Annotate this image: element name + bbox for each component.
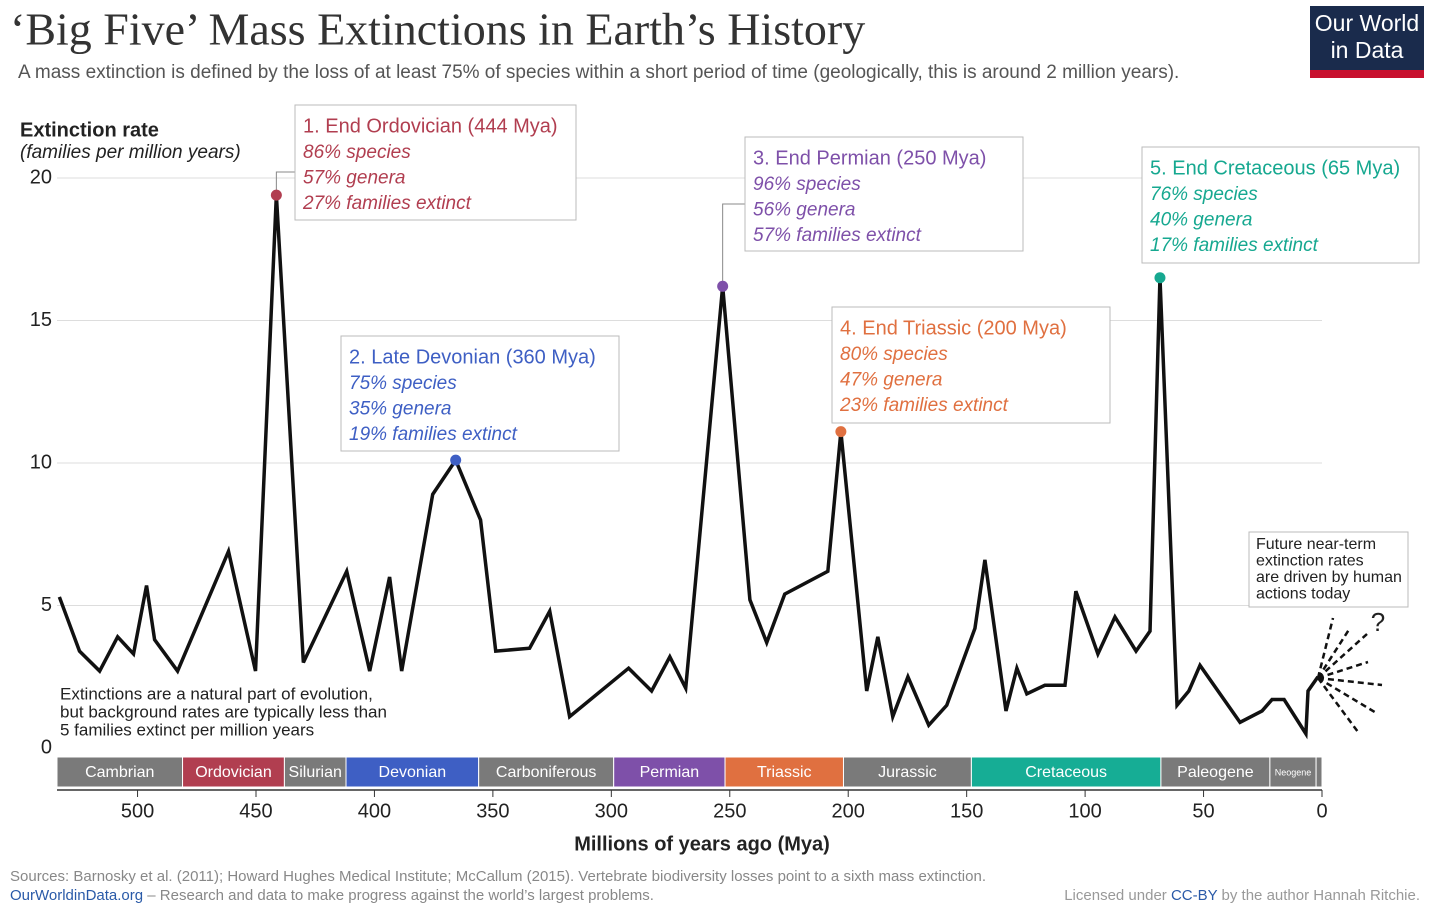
x-tick-label: 100 (1068, 800, 1101, 822)
logo-bar (1310, 70, 1424, 78)
future-note: extinction rates (1256, 553, 1364, 570)
annotation-line: 80% species (840, 344, 948, 365)
annotation-box (1141, 146, 1420, 264)
x-tick-label: 400 (358, 800, 391, 822)
logo-box (1310, 6, 1424, 72)
license: Licensed under CC-BY by the author Hanna… (1064, 887, 1420, 904)
annotation-line: 96% species (753, 174, 861, 195)
y-tick-label: 20 (30, 166, 52, 188)
annotation-line: 86% species (303, 142, 411, 163)
x-tick-label: 500 (121, 800, 154, 822)
x-tick-label: 200 (832, 800, 865, 822)
extinction-line (57, 194, 1320, 740)
tagline: – Research and data to make progress aga… (143, 887, 654, 904)
logo-text: Our World (1315, 10, 1419, 36)
period-band (1269, 756, 1317, 788)
license-text: Licensed under (1064, 887, 1171, 904)
annotation-title: 5. End Cretaceous (65 Mya) (1150, 157, 1400, 179)
peak-dot (1154, 272, 1166, 284)
period-label: Devonian (379, 764, 447, 781)
y-tick-label: 5 (41, 594, 52, 616)
background-note: but background rates are typically less … (60, 702, 387, 721)
x-tick-label: 350 (476, 800, 509, 822)
license-link[interactable]: CC-BY (1171, 887, 1218, 904)
period-band (1160, 756, 1271, 788)
x-tick-label: 250 (713, 800, 746, 822)
annotation-title: 2. Late Devonian (360 Mya) (349, 346, 596, 368)
chart-title: ‘Big Five’ Mass Extinctions in Earth’s H… (10, 4, 865, 55)
x-axis-label: Millions of years ago (Mya) (574, 833, 830, 855)
future-note-box (1248, 531, 1409, 608)
period-label: Triassic (757, 764, 812, 781)
footer-left: OurWorldinData.org – Research and data t… (10, 887, 654, 904)
background-note: 5 families extinct per million years (60, 720, 314, 739)
y-tick-label: 10 (30, 451, 52, 473)
period-label: Silurian (289, 764, 342, 781)
peak-dot (717, 280, 729, 292)
y-tick-label: 0 (41, 736, 52, 758)
period-band (56, 756, 184, 788)
annotation-line: 23% families extinct (839, 395, 1009, 416)
future-rays (1316, 617, 1383, 733)
annotation-line: 57% families extinct (753, 225, 922, 246)
period-band (724, 756, 844, 788)
period-band (1315, 756, 1323, 788)
period-band (182, 756, 285, 788)
annotation-box (294, 104, 577, 221)
annotation-line: 17% families extinct (1150, 235, 1319, 256)
annotation-title: 1. End Ordovician (444 Mya) (303, 115, 558, 137)
annotation-line: 75% species (349, 373, 457, 394)
annotation-line: 35% genera (349, 399, 451, 420)
period-label: Carboniferous (496, 764, 597, 781)
annotation-connector (722, 203, 745, 287)
annotation-box (744, 136, 1024, 252)
annotation-line: 27% families extinct (302, 193, 472, 214)
logo-text: in Data (1331, 37, 1404, 63)
background-note: Extinctions are a natural part of evolut… (60, 684, 373, 703)
y-axis-label: Extinction rate (20, 119, 159, 141)
x-tick-label: 300 (595, 800, 628, 822)
y-tick-label: 15 (30, 309, 52, 331)
site-link[interactable]: OurWorldinData.org (10, 887, 143, 904)
annotation-box (831, 306, 1111, 424)
annotation-line: 47% genera (840, 370, 942, 391)
period-band (345, 756, 480, 788)
subtitle: A mass extinction is defined by the loss… (18, 62, 1179, 83)
annotation-box (340, 335, 620, 452)
period-label: Permian (640, 764, 700, 781)
future-note: actions today (1256, 586, 1350, 603)
future-note: Future near-term (1256, 536, 1376, 553)
annotation-line: 19% families extinct (349, 424, 518, 445)
period-label: Paleogene (1177, 764, 1254, 781)
x-tick-label: 450 (239, 800, 272, 822)
period-band (970, 756, 1162, 788)
period-band (842, 756, 972, 788)
peak-dot (835, 426, 847, 438)
peak-dot (270, 189, 282, 201)
x-tick-label: 50 (1192, 800, 1214, 822)
period-label: Neogene (1275, 767, 1312, 777)
future-note: are driven by human (1256, 569, 1402, 586)
period-band (283, 756, 347, 788)
peak-dot (450, 454, 462, 466)
annotation-connector (275, 171, 295, 196)
annotation-line: 40% genera (1150, 210, 1252, 231)
period-band (613, 756, 726, 788)
x-tick-label: 0 (1316, 800, 1327, 822)
annotation-title: 4. End Triassic (200 Mya) (840, 317, 1067, 339)
annotation-line: 57% genera (303, 168, 405, 189)
x-tick-label: 150 (950, 800, 983, 822)
future-mark: ? (1371, 607, 1385, 637)
period-label: Jurassic (878, 764, 937, 781)
annotation-line: 56% genera (753, 200, 855, 221)
annotation-line: 76% species (1150, 184, 1258, 205)
sources: Sources: Barnosky et al. (2011); Howard … (10, 868, 986, 885)
period-label: Cretaceous (1025, 764, 1107, 781)
period-label: Cambrian (85, 764, 154, 781)
license-text: by the author Hannah Ritchie. (1217, 887, 1420, 904)
period-label: Ordovician (195, 764, 271, 781)
y-axis-note: (families per million years) (20, 142, 241, 163)
annotation-title: 3. End Permian (250 Mya) (753, 147, 986, 169)
